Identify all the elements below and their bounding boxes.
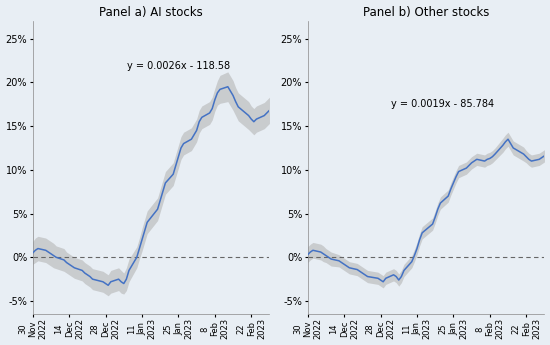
- Text: y = 0.0019x - 85.784: y = 0.0019x - 85.784: [390, 99, 494, 109]
- Title: Panel a) AI stocks: Panel a) AI stocks: [99, 6, 203, 19]
- Title: Panel b) Other stocks: Panel b) Other stocks: [363, 6, 490, 19]
- Text: y = 0.0026x - 118.58: y = 0.0026x - 118.58: [128, 61, 230, 71]
